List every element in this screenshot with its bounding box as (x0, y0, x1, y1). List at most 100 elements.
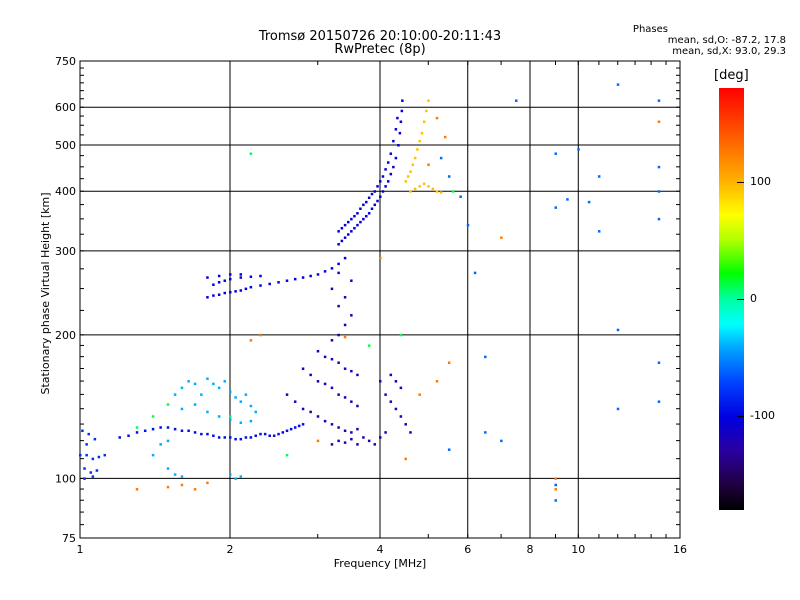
data-point (422, 182, 426, 186)
data-point (229, 415, 232, 418)
data-point (85, 443, 88, 446)
data-point (657, 165, 661, 169)
data-point (254, 434, 257, 438)
colorbar-tick-label: 0 (750, 292, 757, 305)
data-point (587, 200, 591, 204)
data-point (616, 407, 620, 411)
data-point (343, 429, 347, 433)
data-point (379, 180, 382, 183)
data-point (373, 203, 377, 207)
data-point (143, 429, 147, 433)
data-point (337, 361, 340, 364)
data-point (85, 453, 88, 457)
data-point (473, 271, 477, 275)
data-point (554, 152, 557, 155)
x-axis-label: Frequency [MHz] (334, 557, 426, 570)
data-point (394, 128, 398, 131)
data-point (343, 335, 347, 339)
data-point (356, 223, 359, 227)
data-point (206, 276, 209, 279)
data-point (396, 116, 399, 120)
data-point (239, 276, 243, 279)
data-point (180, 386, 184, 390)
data-point (217, 293, 221, 296)
data-point (554, 499, 557, 502)
data-point (400, 109, 404, 113)
data-point (316, 349, 320, 353)
data-point (409, 170, 412, 173)
data-point (381, 190, 385, 193)
data-point (337, 439, 340, 443)
data-point (330, 339, 334, 342)
data-point (577, 148, 580, 151)
data-point (118, 436, 121, 439)
data-point (399, 120, 403, 124)
data-point (212, 382, 215, 386)
data-point (466, 223, 470, 227)
data-point (285, 453, 289, 457)
data-point (79, 453, 82, 457)
data-point (254, 410, 257, 414)
data-point (263, 432, 267, 436)
data-point (356, 443, 359, 446)
data-point (356, 404, 359, 408)
data-point (330, 386, 334, 390)
data-point (394, 156, 398, 160)
data-point (229, 390, 232, 394)
data-point (239, 475, 243, 478)
data-point (554, 206, 557, 209)
data-point (386, 161, 390, 164)
data-point (343, 236, 347, 239)
data-point (337, 243, 340, 246)
data-point (447, 361, 451, 364)
data-point (159, 426, 162, 429)
y-tick-label: 500 (55, 139, 76, 152)
data-point (223, 436, 227, 439)
data-point (249, 404, 253, 408)
data-point (379, 195, 382, 198)
data-point (239, 421, 243, 424)
data-point (376, 199, 379, 203)
data-point (173, 393, 177, 396)
data-point (166, 467, 170, 470)
data-point (223, 279, 227, 282)
data-point (301, 276, 305, 279)
data-point (353, 214, 356, 218)
data-point (418, 393, 421, 396)
data-point (239, 273, 243, 276)
data-point (413, 187, 417, 191)
x-tick-label: 4 (377, 543, 384, 556)
data-point (379, 256, 382, 260)
data-point (193, 382, 197, 386)
data-point (249, 285, 253, 289)
data-point (389, 373, 393, 377)
data-point (416, 148, 419, 151)
chart-subtitle: RwPretec (8p) (334, 42, 426, 57)
data-point (350, 314, 353, 317)
data-point (362, 203, 365, 207)
data-point (97, 455, 101, 459)
chart-title: Tromsø 20150726 20:10:00-20:11:43 (258, 29, 502, 44)
data-point (337, 271, 340, 275)
data-point (384, 393, 387, 396)
data-point (212, 434, 215, 438)
data-point (343, 323, 347, 327)
data-point (409, 190, 412, 193)
data-point (367, 439, 371, 443)
data-point (337, 393, 340, 396)
data-point (427, 185, 430, 188)
y-tick-label: 400 (55, 185, 76, 198)
data-point (422, 120, 426, 124)
data-point (193, 403, 197, 406)
data-point (435, 380, 439, 383)
data-point (350, 217, 353, 221)
data-point (212, 283, 215, 286)
data-point (337, 333, 340, 337)
colorbar-tick-label: -100 (750, 409, 775, 423)
data-point (206, 377, 209, 380)
data-point (409, 431, 412, 434)
x-tick-label: 6 (464, 543, 471, 556)
data-point (337, 426, 340, 429)
data-point (293, 426, 297, 429)
